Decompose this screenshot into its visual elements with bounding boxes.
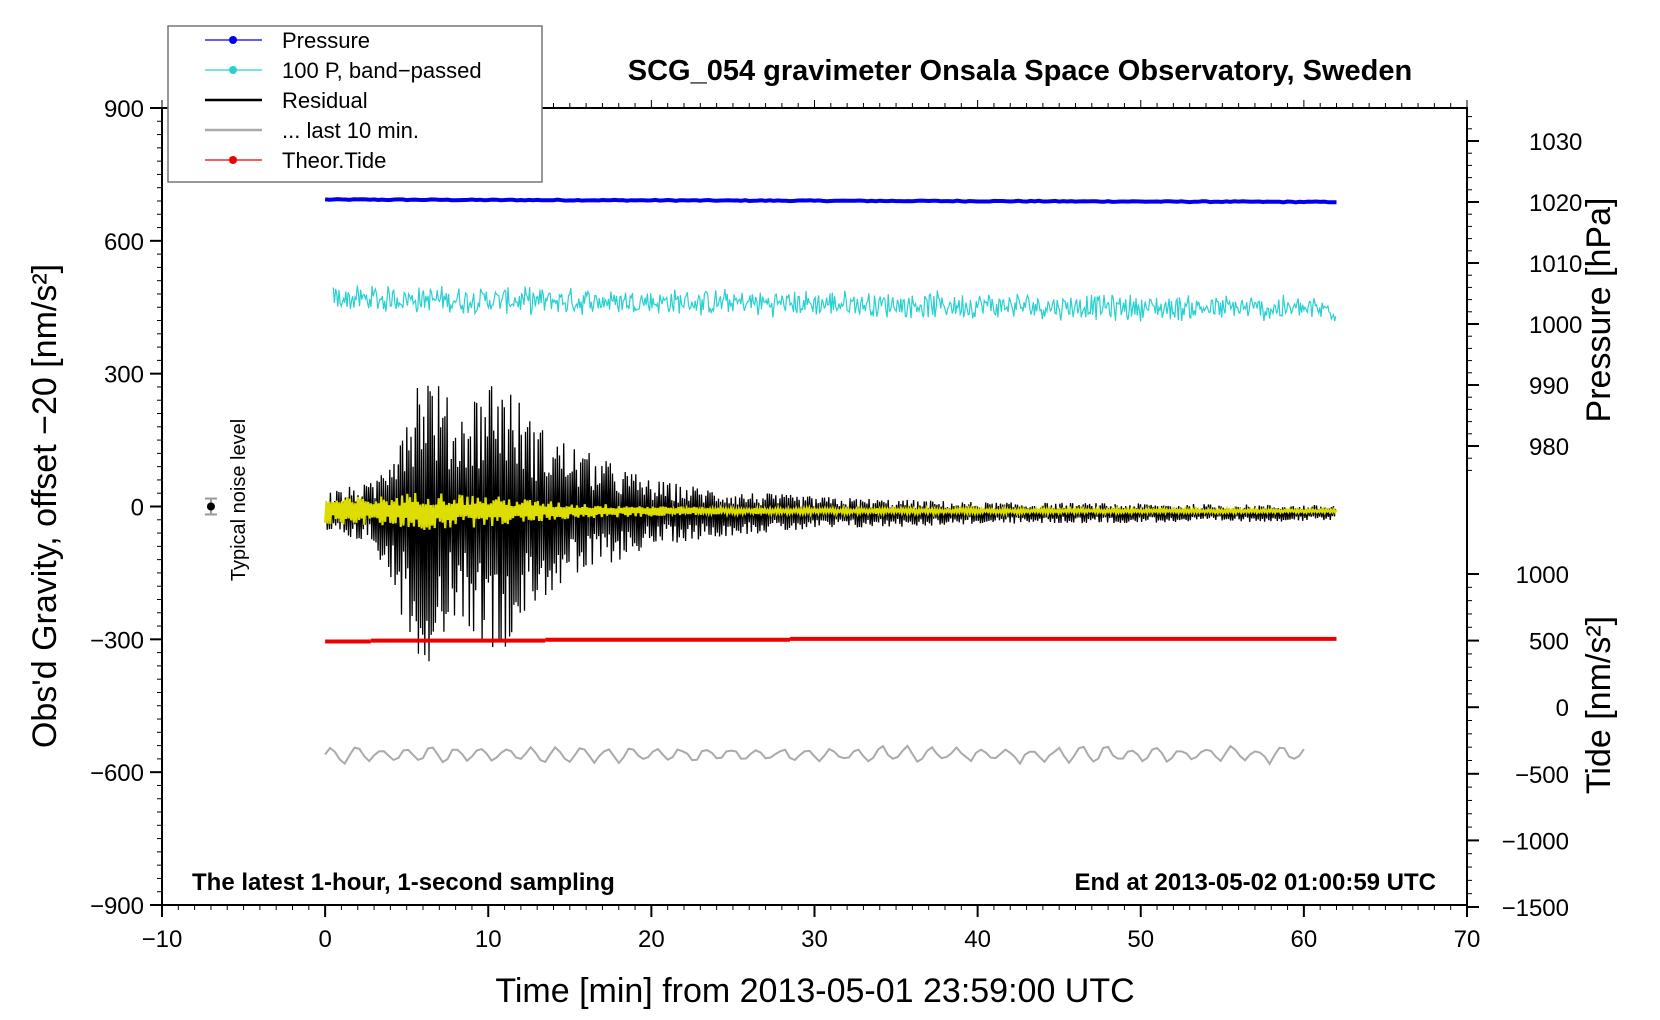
series-residual	[324, 385, 1337, 662]
y-right-tide-label: Tide [nm/s²]	[1580, 616, 1618, 794]
legend-box	[167, 25, 543, 183]
x-tick-label: −10	[142, 926, 183, 953]
y-left-tick-label: −600	[90, 760, 144, 787]
noise-marker	[204, 497, 217, 516]
x-tick-label: 40	[964, 926, 991, 953]
chart-title: SCG_054 gravimeter Onsala Space Observat…	[628, 55, 1412, 87]
x-tick-labels: −10 0 10 20 30 40 50 60 70	[142, 926, 1481, 953]
legend-label: Theor.Tide	[282, 148, 386, 173]
series-last10min	[324, 744, 1305, 766]
legend-label: Residual	[282, 88, 368, 113]
note-end-time: End at 2013-05-02 01:00:59 UTC	[1075, 869, 1437, 896]
tide-tick-label: 0	[1556, 695, 1569, 722]
noise-dot	[206, 502, 215, 511]
x-tick-label: 20	[638, 926, 665, 953]
tide-tick-label: 500	[1529, 629, 1569, 656]
legend-marker	[229, 156, 237, 164]
series-bandpassed	[332, 285, 1337, 322]
y-left-tick-label: −900	[90, 893, 144, 920]
tide-tick-label: 1000	[1516, 562, 1569, 589]
legend-marker	[229, 66, 237, 74]
y-left-tick-label: 300	[104, 362, 144, 389]
tide-tick-label: −1500	[1502, 895, 1569, 922]
series-layer	[324, 197, 1338, 766]
x-tick-label: 10	[475, 926, 502, 953]
x-tick-label: 50	[1127, 926, 1154, 953]
series-residual-filtered	[324, 493, 1338, 531]
y-left-tick-label: −300	[90, 627, 144, 654]
noise-label: Typical noise level	[228, 419, 250, 581]
y-left-tick-label: 600	[104, 229, 144, 256]
series-pressure	[324, 197, 1337, 205]
legend-label: 100 P, band−passed	[282, 58, 482, 83]
legend-marker	[229, 36, 237, 44]
note-sampling: The latest 1-hour, 1-second sampling	[192, 869, 615, 896]
pressure-tick-label: 980	[1529, 434, 1569, 461]
pressure-tick-label: 1010	[1529, 251, 1582, 278]
legend-label: Pressure	[282, 28, 370, 53]
tide-tick-labels: 1000 500 0 −500 −1000 −1500	[1502, 562, 1569, 922]
legend-label: ... last 10 min.	[282, 118, 419, 143]
x-tick-label: 0	[318, 926, 331, 953]
tide-tick-label: −500	[1515, 762, 1569, 789]
y-left-tick-labels: 900 600 300 0 −300 −600 −900	[90, 96, 144, 920]
y-left-tick-label: 900	[104, 96, 144, 123]
legend-items: Pressure 100 P, band−passed Residual ... la…	[205, 28, 482, 173]
x-axis-label: Time [min] from 2013-05-01 23:59:00 UTC	[495, 972, 1134, 1010]
pressure-tick-label: 990	[1529, 373, 1569, 400]
tide-tick-label: −1000	[1502, 828, 1569, 855]
y-left-axis-label: Obs'd Gravity, offset −20 [nm/s²]	[26, 264, 64, 748]
pressure-tick-labels: 1030 1020 1010 1000 990 980	[1529, 129, 1582, 461]
x-tick-label: 30	[801, 926, 828, 953]
pressure-tick-label: 1020	[1529, 190, 1582, 217]
y-left-tick-label: 0	[131, 495, 144, 522]
pressure-tick-label: 1000	[1529, 312, 1582, 339]
x-tick-label: 60	[1291, 926, 1318, 953]
y-right-pressure-label: Pressure [hPa]	[1580, 198, 1618, 423]
pressure-tick-label: 1030	[1529, 129, 1582, 156]
x-tick-label: 70	[1454, 926, 1481, 953]
legend: Pressure 100 P, band−passed Residual ... la…	[167, 25, 543, 183]
